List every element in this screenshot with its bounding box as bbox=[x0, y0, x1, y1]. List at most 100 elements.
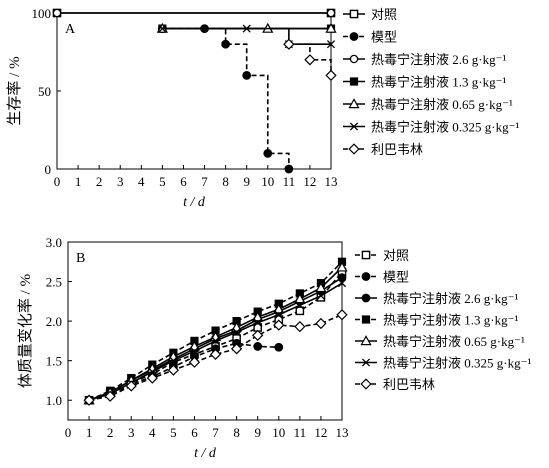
legend-marker bbox=[349, 32, 359, 41]
legend-label: 热毒宁注射液 2.6 g·kg⁻¹ bbox=[371, 52, 506, 67]
plot-frame bbox=[56, 12, 332, 170]
legend-label: 利巴韦林 bbox=[371, 142, 423, 157]
data-point bbox=[283, 38, 295, 50]
data-point bbox=[326, 40, 336, 49]
data-point bbox=[230, 343, 243, 355]
data-point bbox=[315, 317, 327, 330]
data-point bbox=[274, 310, 283, 319]
data-point bbox=[252, 329, 264, 341]
series-7 bbox=[283, 38, 337, 82]
data-point bbox=[146, 372, 158, 384]
legend-label: 热毒宁注射液 0.65 g·kg⁻¹ bbox=[383, 334, 525, 349]
x-tick-label: 4 bbox=[138, 174, 145, 189]
legend-label: 对照 bbox=[383, 248, 409, 263]
x-tick-label: 4 bbox=[149, 425, 156, 440]
data-point bbox=[83, 394, 95, 406]
data-point bbox=[325, 69, 337, 82]
data-point bbox=[304, 54, 316, 66]
series-line bbox=[162, 27, 331, 45]
y-tick-label: 0 bbox=[45, 162, 52, 177]
data-point bbox=[326, 8, 336, 18]
legend-item: 对照 bbox=[343, 7, 397, 22]
legend-label: 热毒宁注射液 0.65 g·kg⁻¹ bbox=[371, 97, 513, 112]
data-point bbox=[284, 164, 294, 174]
data-point bbox=[221, 39, 231, 49]
y-tick-label: 1.0 bbox=[46, 393, 62, 408]
x-tick-label: 5 bbox=[170, 425, 177, 440]
legend-item: 热毒宁注射液 0.65 g·kg⁻¹ bbox=[355, 334, 525, 349]
legend-label: 热毒宁注射液 1.3 g·kg⁻¹ bbox=[383, 313, 518, 328]
legend-marker bbox=[361, 250, 371, 260]
x-tick-label: 5 bbox=[159, 174, 166, 189]
legend-label: 热毒宁注射液 2.6 g·kg⁻¹ bbox=[383, 291, 518, 306]
legend-label: 热毒宁注射液 0.325 g·kg⁻¹ bbox=[383, 356, 531, 371]
y-tick-label: 2.5 bbox=[46, 275, 62, 290]
data-point bbox=[211, 336, 220, 345]
x-tick-label: 3 bbox=[128, 425, 135, 440]
legend-label: 模型 bbox=[371, 30, 397, 45]
legend-item: 利巴韦林 bbox=[343, 142, 423, 157]
data-point bbox=[253, 342, 263, 351]
x-tick-label: 2 bbox=[107, 425, 114, 440]
data-point bbox=[294, 293, 306, 304]
legend-item: 利巴韦林 bbox=[355, 377, 435, 392]
legend-item: 热毒宁注射液 0.65 g·kg⁻¹ bbox=[343, 97, 513, 112]
data-point bbox=[209, 348, 222, 360]
panel-label: B bbox=[76, 251, 85, 266]
x-tick-label: 9 bbox=[254, 425, 261, 440]
series-5 bbox=[83, 261, 348, 405]
data-point bbox=[336, 261, 348, 272]
y-tick-label: 3.0 bbox=[46, 235, 62, 250]
legend-marker bbox=[361, 358, 371, 367]
data-point bbox=[52, 8, 62, 18]
legend-marker bbox=[361, 315, 371, 324]
legend-marker bbox=[360, 378, 372, 390]
y-axis-title: 生存率 / % bbox=[6, 56, 23, 125]
x-tick-label: 7 bbox=[201, 174, 208, 189]
data-point bbox=[104, 390, 116, 402]
x-tick-label: 1 bbox=[75, 174, 82, 189]
x-tick-label: 10 bbox=[272, 425, 285, 440]
legend-item: 热毒宁注射液 1.3 g·kg⁻¹ bbox=[343, 75, 506, 90]
data-point bbox=[316, 291, 325, 300]
x-tick-label: 13 bbox=[325, 174, 338, 189]
y-tick-label: 1.5 bbox=[46, 354, 62, 369]
series-7 bbox=[83, 309, 348, 406]
data-point bbox=[253, 318, 262, 327]
panel-label: A bbox=[65, 22, 76, 37]
x-tick-label: 8 bbox=[233, 425, 240, 440]
data-point bbox=[188, 356, 201, 368]
data-point bbox=[294, 321, 306, 333]
legend-item: 热毒宁注射液 1.3 g·kg⁻¹ bbox=[355, 313, 518, 328]
x-tick-label: 6 bbox=[191, 425, 198, 440]
data-point bbox=[190, 347, 199, 356]
legend-marker bbox=[349, 54, 359, 64]
legend-item: 对照 bbox=[355, 248, 409, 263]
legend-item: 模型 bbox=[343, 30, 397, 45]
data-point bbox=[295, 301, 304, 310]
legend-marker bbox=[361, 272, 371, 281]
x-tick-label: 2 bbox=[96, 174, 103, 189]
x-tick-label: 1 bbox=[86, 425, 93, 440]
x-tick-label: 11 bbox=[283, 174, 296, 189]
data-point bbox=[252, 311, 264, 322]
data-point bbox=[242, 24, 251, 33]
legend-marker bbox=[361, 293, 371, 303]
data-point bbox=[274, 342, 284, 352]
x-tick-label: 7 bbox=[212, 425, 219, 440]
legend-marker bbox=[349, 77, 359, 86]
legend-marker bbox=[349, 9, 359, 19]
legend-item: 热毒宁注射液 0.325 g·kg⁻¹ bbox=[355, 356, 531, 371]
x-tick-label: 10 bbox=[261, 174, 274, 189]
x-tick-label: 12 bbox=[314, 425, 327, 440]
x-tick-label: 12 bbox=[303, 174, 316, 189]
y-tick-label: 2.0 bbox=[46, 314, 62, 329]
data-point bbox=[295, 306, 305, 316]
legend-label: 对照 bbox=[371, 7, 397, 22]
data-point bbox=[337, 273, 347, 283]
legend-label: 热毒宁注射液 1.3 g·kg⁻¹ bbox=[371, 75, 506, 90]
legend-item: 热毒宁注射液 0.325 g·kg⁻¹ bbox=[343, 120, 519, 135]
data-point bbox=[169, 356, 178, 365]
